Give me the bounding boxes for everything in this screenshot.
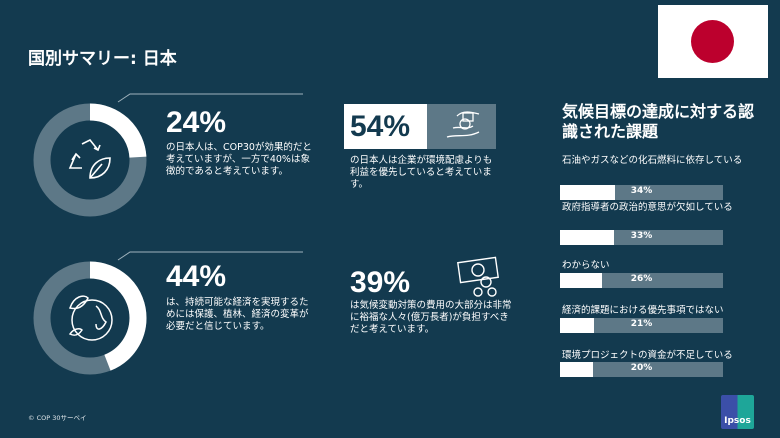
page-title: 国別サマリー: 日本 [28, 49, 177, 69]
stat-value: 24% [166, 106, 227, 139]
donut-arc [33, 261, 147, 375]
bar-track: 20% [560, 362, 723, 377]
bar-label: わからない [562, 260, 610, 271]
bar-label: 経済的課題における優先事項ではない [562, 305, 724, 316]
bar-value-label: 33% [630, 231, 653, 241]
bar-value-label: 20% [630, 363, 653, 373]
bar-fill [560, 362, 593, 377]
bar-value-label: 21% [630, 319, 653, 329]
bar-label: 環境プロジェクトの資金が不足している [562, 350, 733, 361]
bar-value-label: 26% [630, 274, 653, 284]
stat-text: の日本人は企業が環境配慮よりも利益を優先していると考えています。 [350, 155, 493, 190]
bar-label: 石油やガスなどの化石燃料に依存している [562, 155, 743, 166]
japan-flag [658, 5, 768, 78]
donut-44 [33, 251, 303, 375]
stat-value: 54% [350, 110, 411, 143]
bar-fill [560, 185, 616, 200]
globe-leaf-icon [68, 295, 113, 341]
stat-value: 39% [350, 266, 411, 299]
stat-text: は、持続可能な経済を実現するためには保護、植林、経済の変革が必要だと信じています… [166, 297, 309, 332]
donut-24 [33, 93, 303, 217]
recycle-leaf-icon [68, 138, 111, 179]
money-bills-icon [457, 256, 499, 297]
bar-fill [560, 318, 595, 333]
bar-fill [560, 230, 614, 245]
donut-arc [33, 103, 147, 217]
bar-track: 21% [560, 318, 723, 333]
bar-track: 33% [560, 230, 723, 245]
chart-title: 気候目標の達成に対する認識された課題 [562, 102, 755, 141]
stat-value: 44% [166, 260, 227, 293]
ipsos-logo: Ipsos [721, 395, 754, 429]
stat-text: は気候変動対策の費用の大部分は非常に裕福な人々(億万長者)が負担すべきだと考えて… [350, 300, 512, 335]
hands-money-icon [427, 104, 496, 149]
bar-value-label: 34% [630, 186, 653, 196]
footer-source: © COP 30サーベイ [28, 414, 87, 422]
bar-track: 26% [560, 273, 723, 288]
bar-fill [560, 273, 603, 288]
stat-text: の日本人は、COP30が効果的だと考えていますが、一方で40%は象徴的であると考… [166, 142, 312, 177]
bar-track: 34% [560, 185, 723, 200]
bar-label: 政府指導者の政治的意思が欠如している [562, 202, 733, 213]
